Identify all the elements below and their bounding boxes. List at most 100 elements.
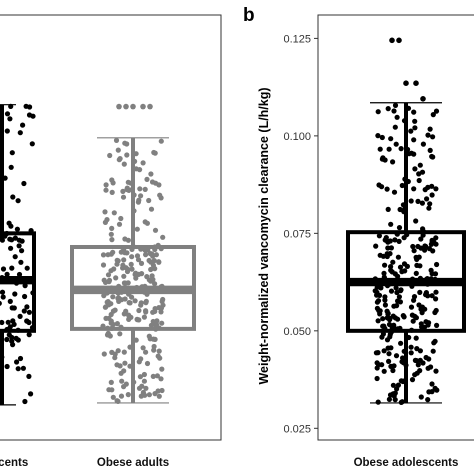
data-point — [394, 114, 400, 120]
data-point — [148, 266, 154, 273]
data-point — [410, 318, 416, 324]
data-point — [422, 187, 428, 193]
data-point — [148, 206, 155, 212]
data-point — [103, 182, 109, 188]
data-point — [430, 112, 436, 118]
data-point — [105, 252, 111, 258]
data-point — [17, 355, 24, 362]
data-point — [15, 337, 21, 343]
data-point — [384, 337, 391, 343]
data-point — [414, 346, 420, 352]
outlier-point — [396, 37, 402, 44]
data-point — [417, 162, 423, 168]
data-point — [153, 180, 159, 186]
data-point — [434, 322, 440, 328]
data-point — [105, 272, 112, 278]
data-point — [121, 273, 127, 279]
data-point — [26, 309, 32, 315]
data-point — [411, 109, 417, 115]
data-point — [115, 295, 121, 301]
data-point — [413, 218, 419, 224]
data-point — [158, 138, 164, 144]
outlier-point — [389, 37, 395, 44]
data-point — [433, 235, 439, 241]
data-point — [101, 351, 107, 357]
data-point — [8, 164, 14, 170]
data-point — [129, 266, 135, 272]
data-point — [382, 262, 388, 268]
data-point — [423, 243, 429, 250]
data-point — [126, 314, 132, 320]
data-point — [380, 316, 386, 322]
data-point — [113, 137, 120, 143]
data-point — [101, 277, 107, 283]
data-point — [112, 307, 118, 313]
data-point — [374, 360, 380, 366]
data-point — [9, 265, 15, 271]
data-point — [415, 362, 421, 368]
data-point — [396, 225, 403, 231]
outlier-point — [147, 103, 153, 110]
data-point — [14, 226, 20, 232]
data-point — [106, 387, 112, 393]
data-point — [110, 394, 116, 400]
data-point — [388, 288, 395, 294]
data-point — [28, 391, 34, 397]
data-point — [141, 371, 147, 378]
data-point — [414, 262, 420, 268]
data-point — [376, 233, 382, 239]
data-point — [412, 118, 418, 124]
data-point — [124, 268, 131, 275]
data-point — [434, 261, 440, 268]
data-point — [124, 185, 130, 191]
data-point — [120, 194, 127, 200]
data-point — [425, 132, 431, 138]
data-point — [392, 124, 398, 130]
data-point — [7, 116, 13, 122]
data-point — [143, 252, 149, 258]
data-point — [11, 321, 17, 327]
data-point — [412, 357, 418, 363]
data-point — [427, 147, 433, 153]
data-point — [121, 311, 127, 317]
data-point — [119, 378, 125, 384]
data-point — [413, 315, 419, 321]
data-point — [120, 262, 126, 268]
data-point — [10, 194, 16, 200]
data-point — [408, 128, 414, 134]
data-point — [137, 374, 143, 380]
data-point — [150, 309, 156, 315]
data-point — [121, 349, 127, 355]
data-point — [430, 348, 436, 354]
data-point — [381, 368, 387, 374]
data-point — [147, 336, 153, 342]
data-point — [152, 281, 158, 287]
x-tick-label-adolescents: ...escents — [0, 457, 28, 469]
outlier-point — [140, 103, 146, 110]
data-point — [108, 311, 114, 318]
data-point — [374, 375, 380, 382]
data-point — [419, 307, 425, 313]
data-point — [135, 257, 142, 263]
data-point — [395, 254, 401, 260]
data-point — [128, 261, 134, 267]
data-point — [375, 318, 381, 324]
data-point — [380, 155, 386, 161]
data-point — [0, 294, 6, 300]
data-point — [115, 147, 121, 153]
data-point — [121, 257, 127, 263]
data-point — [113, 275, 119, 281]
data-point — [376, 182, 382, 188]
data-point — [412, 372, 418, 378]
panel-letter-b: b — [243, 5, 255, 26]
data-point — [102, 219, 108, 225]
data-point — [401, 314, 407, 320]
data-point — [429, 293, 435, 299]
data-point — [430, 134, 436, 140]
data-point — [122, 296, 128, 302]
data-point — [123, 381, 129, 387]
data-point — [20, 122, 26, 128]
data-point — [382, 237, 388, 243]
data-point — [393, 285, 399, 291]
data-point — [114, 321, 120, 327]
